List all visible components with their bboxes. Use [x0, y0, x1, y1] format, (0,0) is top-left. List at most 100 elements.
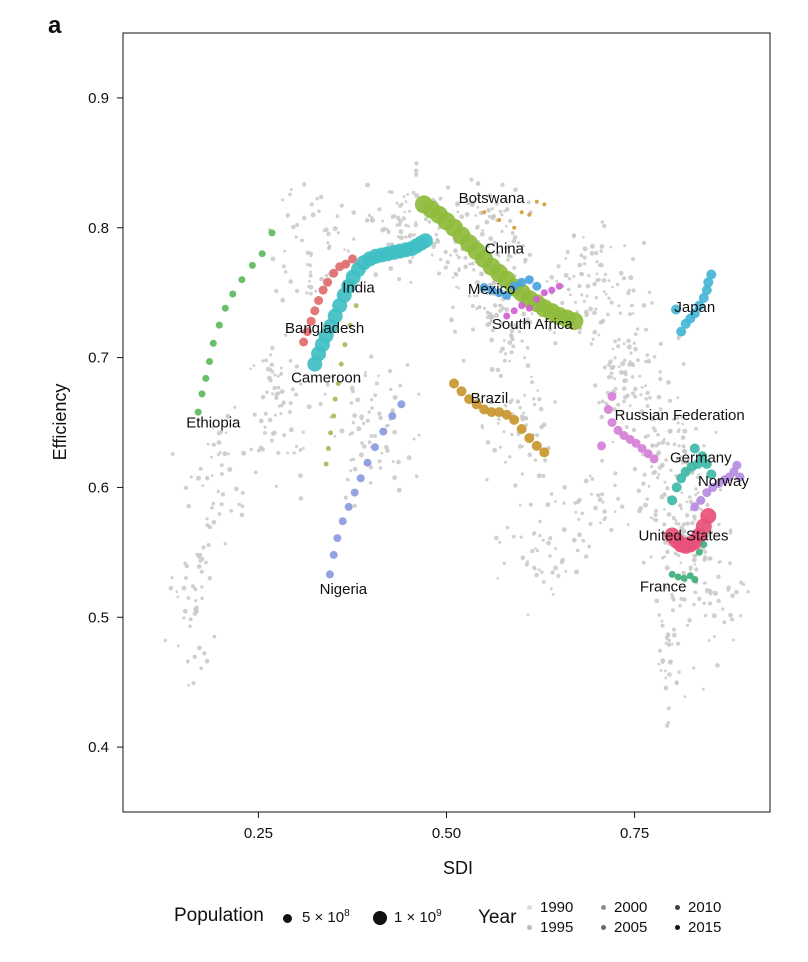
background-point: [554, 547, 557, 550]
background-point: [694, 427, 698, 431]
background-point: [508, 359, 512, 363]
background-point: [345, 477, 350, 482]
background-point: [470, 261, 475, 266]
background-point: [707, 588, 711, 592]
background-point: [579, 253, 584, 258]
background-point: [520, 555, 526, 560]
background-point: [369, 434, 374, 438]
background-point: [500, 346, 505, 352]
label-japan: Japan: [674, 299, 715, 316]
background-point: [639, 409, 644, 414]
background-point: [530, 375, 533, 379]
background-point: [606, 374, 612, 380]
background-point: [265, 366, 271, 372]
background-point: [566, 287, 571, 292]
background-point: [210, 506, 214, 510]
background-point: [520, 472, 525, 476]
background-point: [294, 364, 300, 369]
background-point: [500, 182, 505, 187]
background-point: [399, 235, 404, 241]
background-point: [503, 209, 506, 213]
background-point: [325, 382, 330, 387]
background-point: [520, 339, 524, 343]
legend-pop-small: 5 × 108: [302, 908, 350, 926]
background-point: [229, 508, 233, 513]
background-point: [318, 401, 323, 406]
background-point: [356, 426, 362, 432]
background-point: [308, 263, 313, 268]
point-russian-federation: [597, 441, 606, 451]
background-point: [593, 383, 598, 388]
background-point: [406, 455, 412, 461]
point-bangladesh: [341, 259, 351, 269]
background-point: [667, 428, 673, 434]
background-point: [628, 312, 632, 317]
legend-year-1995: 1995: [540, 919, 574, 936]
background-point: [640, 385, 644, 389]
background-point: [666, 642, 672, 647]
background-point: [702, 601, 706, 606]
background-point: [240, 490, 245, 495]
background-point: [676, 335, 681, 341]
background-point: [269, 362, 275, 367]
background-point: [647, 484, 651, 488]
background-point: [220, 492, 226, 497]
background-point: [493, 303, 498, 308]
background-point: [283, 249, 287, 253]
background-point: [702, 444, 706, 448]
background-point: [618, 270, 624, 276]
y-tick-label: 0.7: [88, 350, 109, 367]
point-botswana: [527, 212, 532, 217]
background-point: [373, 272, 379, 278]
background-point: [455, 201, 461, 207]
background-point: [395, 201, 399, 205]
background-point: [632, 312, 635, 315]
background-point: [504, 198, 508, 202]
background-point: [457, 268, 461, 272]
background-point: [392, 429, 397, 435]
background-point: [746, 590, 750, 594]
point-ethiopia: [209, 339, 217, 347]
background-point: [663, 492, 667, 496]
background-point: [541, 538, 545, 542]
background-point: [434, 233, 438, 237]
background-point: [517, 444, 523, 449]
background-point: [343, 248, 346, 251]
background-point: [659, 462, 665, 468]
series-points: [194, 195, 745, 584]
x-axis-ticks: 0.25 0.50 0.75: [244, 812, 649, 842]
background-point: [279, 403, 284, 408]
background-point: [688, 495, 692, 499]
background-point: [380, 451, 384, 455]
background-point: [528, 502, 533, 507]
background-point: [281, 264, 286, 269]
background-point: [629, 351, 633, 355]
background-point: [676, 396, 680, 400]
background-point: [279, 372, 283, 376]
point-nigeria: [344, 502, 353, 511]
background-point: [691, 557, 697, 563]
background-point: [485, 478, 489, 482]
background-point: [478, 305, 482, 309]
background-point: [326, 241, 330, 245]
background-point: [468, 262, 472, 266]
background-point: [281, 400, 286, 405]
background-point: [660, 619, 664, 623]
background-point: [395, 223, 400, 227]
background-point: [438, 196, 443, 201]
background-point: [549, 587, 553, 591]
y-axis-title: Efficiency: [50, 384, 70, 461]
background-point: [530, 380, 535, 385]
point-bangladesh: [329, 268, 339, 278]
background-point: [654, 518, 659, 523]
background-point: [377, 459, 382, 464]
point-botswana: [497, 218, 502, 222]
background-point: [496, 422, 500, 425]
background-point: [569, 293, 572, 296]
point-mexico: [532, 281, 542, 291]
point-botswana: [534, 199, 539, 204]
background-point: [597, 497, 603, 503]
background-point: [730, 617, 735, 622]
background-point: [384, 424, 389, 428]
background-point: [693, 563, 697, 566]
